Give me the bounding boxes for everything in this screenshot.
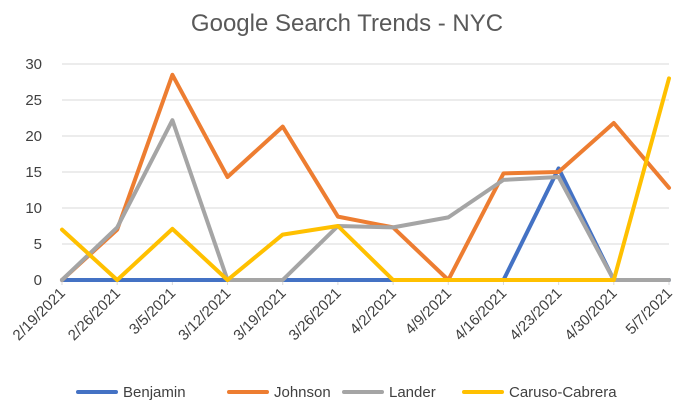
legend-label-caruso-cabrera: Caruso-Cabrera <box>509 384 617 401</box>
y-tick-label: 30 <box>25 56 42 73</box>
y-tick-label: 10 <box>25 200 42 217</box>
legend-label-benjamin: Benjamin <box>123 384 186 401</box>
series-line-benjamin <box>501 166 671 282</box>
chart-title: Google Search Trends - NYC <box>191 10 503 37</box>
x-tick-label: 4/23/2021 <box>506 285 565 344</box>
y-tick-label: 15 <box>25 164 42 181</box>
x-tick-label: 3/12/2021 <box>175 285 234 344</box>
x-tick-label: 4/9/2021 <box>402 285 455 338</box>
series-line-lander <box>60 118 671 282</box>
x-tick-label: 2/19/2021 <box>10 285 69 344</box>
x-tick-label: 5/7/2021 <box>623 285 676 338</box>
series-line-johnson <box>60 72 671 282</box>
x-tick-label: 2/26/2021 <box>65 285 124 344</box>
legend: Benjamin Johnson Lander Caruso-Cabrera <box>76 384 617 401</box>
legend-label-johnson: Johnson <box>274 384 331 401</box>
x-tick-label: 3/26/2021 <box>286 285 345 344</box>
x-tick-label: 4/2/2021 <box>347 285 400 338</box>
legend-label-lander: Lander <box>389 384 436 401</box>
x-tick-label: 4/30/2021 <box>561 285 620 344</box>
y-axis-ticks: 0 5 10 15 20 25 30 <box>25 56 42 289</box>
y-tick-label: 5 <box>34 236 42 253</box>
y-tick-label: 25 <box>25 92 42 109</box>
y-tick-label: 20 <box>25 128 42 145</box>
y-tick-label: 0 <box>34 272 42 289</box>
x-tick-label: 4/16/2021 <box>451 285 510 344</box>
x-tick-label: 3/19/2021 <box>230 285 289 344</box>
x-tick-label: 3/5/2021 <box>126 285 179 338</box>
series-line-caruso-cabrera <box>60 76 671 282</box>
series-lines <box>60 72 671 282</box>
